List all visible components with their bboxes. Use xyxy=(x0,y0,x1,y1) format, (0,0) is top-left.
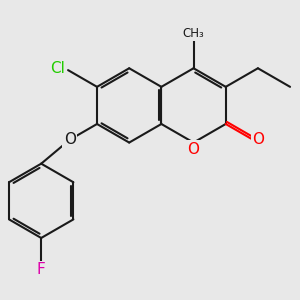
Text: Cl: Cl xyxy=(50,61,65,76)
Text: O: O xyxy=(188,142,200,157)
Text: O: O xyxy=(252,132,264,147)
Text: F: F xyxy=(37,262,46,277)
Text: CH₃: CH₃ xyxy=(183,27,204,40)
Text: O: O xyxy=(64,132,76,147)
